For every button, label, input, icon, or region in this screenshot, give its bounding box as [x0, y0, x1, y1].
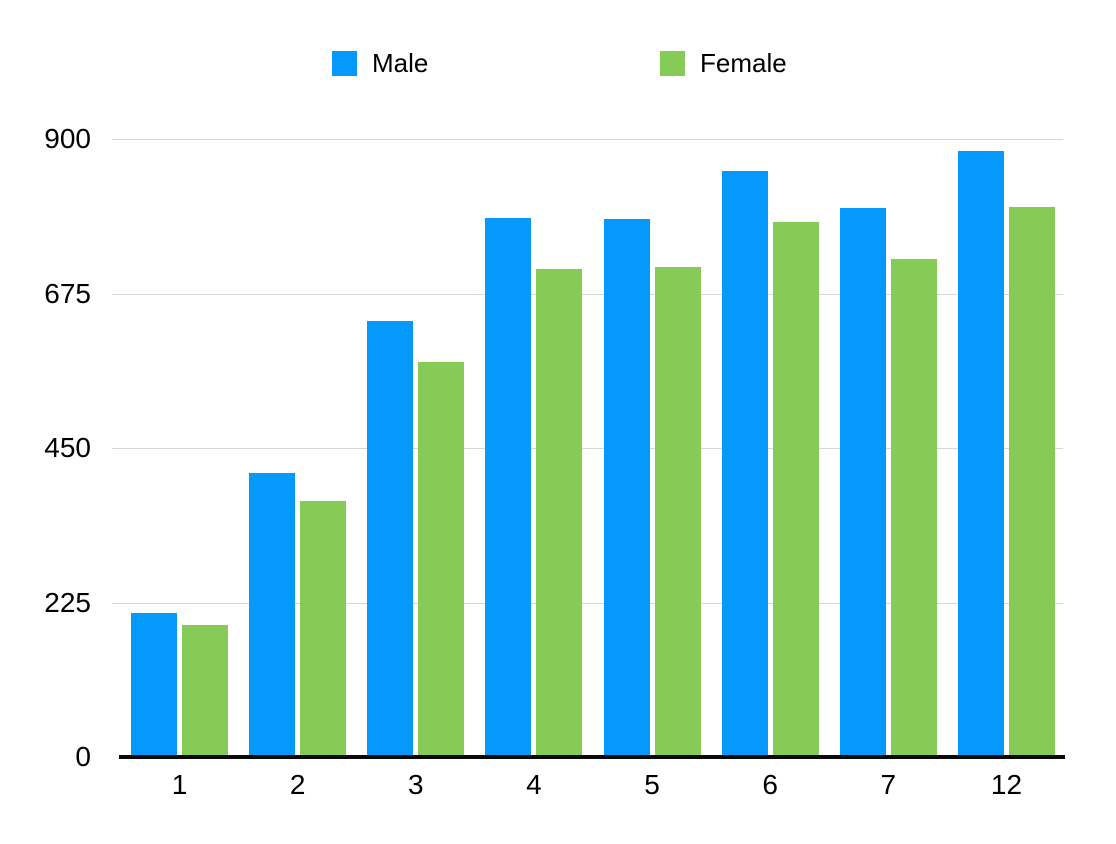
bar-group-5: [603, 139, 701, 757]
x-tick-label-5: 5: [644, 769, 660, 800]
bar-group-6: [721, 139, 819, 757]
gridline-900: [112, 139, 1063, 140]
gridline-450: [112, 448, 1063, 449]
legend-label-female: Female: [700, 47, 787, 78]
gridline-225: [112, 602, 1063, 604]
bar-male-2: [249, 473, 296, 757]
bar-group-2: [249, 139, 347, 757]
bar-female-4: [536, 269, 583, 757]
bar-group-1: [131, 139, 228, 757]
bar-female-5: [654, 266, 701, 757]
bars-container: [131, 139, 1055, 757]
bar-group-7: [839, 139, 937, 757]
bar-group-12: [957, 139, 1055, 757]
x-axis-line: [119, 755, 1065, 759]
bar-male-7: [839, 207, 886, 757]
bar-group-4: [485, 139, 583, 757]
y-tick-label-900: 900: [44, 123, 91, 154]
x-tick-label-1: 1: [171, 769, 188, 800]
legend-label-male: Male: [372, 47, 429, 78]
x-tick-label-3: 3: [407, 769, 424, 800]
gridline-675: [112, 293, 1063, 295]
male-legend-swatch-icon: [332, 50, 357, 76]
bar-female-2: [300, 500, 347, 757]
x-tick-label-7: 7: [880, 769, 897, 800]
x-tick-label-12: 12: [990, 769, 1023, 800]
bar-male-5: [603, 218, 650, 757]
bar-group-3: [367, 139, 465, 757]
bar-female-1: [182, 625, 228, 757]
x-tick-label-6: 6: [762, 769, 778, 800]
x-tick-label-4: 4: [526, 769, 542, 800]
bar-female-6: [772, 222, 819, 757]
x-tick-label-2: 2: [289, 769, 306, 800]
female-legend-swatch-icon: [660, 50, 685, 76]
bar-male-1: [131, 612, 177, 757]
legend-item-female: Female: [660, 48, 787, 78]
y-tick-label-675: 675: [44, 277, 91, 309]
bar-female-12: [1008, 206, 1055, 757]
bar-male-12: [957, 150, 1004, 757]
bar-male-6: [721, 171, 768, 757]
bar-female-7: [890, 259, 937, 757]
legend-item-male: Male: [332, 48, 428, 78]
bar-female-3: [418, 362, 465, 757]
y-tick-label-225: 225: [44, 586, 91, 618]
y-tick-label-0: 0: [75, 741, 91, 772]
bar-male-3: [367, 320, 414, 757]
y-tick-label-450: 450: [44, 432, 91, 463]
bar-male-4: [485, 217, 532, 757]
